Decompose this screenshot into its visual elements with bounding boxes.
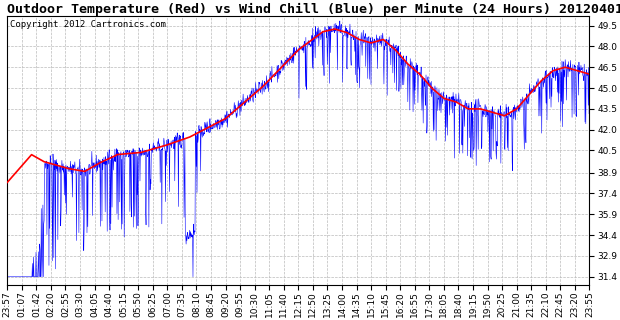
Text: Outdoor Temperature (Red) vs Wind Chill (Blue) per Minute (24 Hours) 20120401: Outdoor Temperature (Red) vs Wind Chill … (7, 3, 620, 16)
Text: Copyright 2012 Cartronics.com: Copyright 2012 Cartronics.com (10, 20, 166, 29)
